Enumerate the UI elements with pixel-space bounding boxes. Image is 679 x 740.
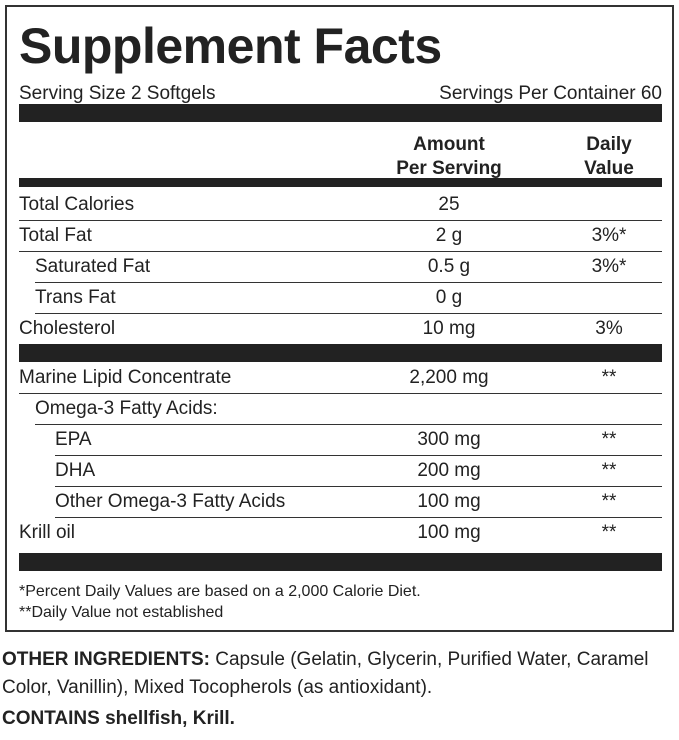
daily-value: ** [601,367,617,388]
ingredient: Krill oil [19,522,75,543]
header-line: Per Serving [396,158,502,179]
row: Trans Fat 0 g [35,283,662,314]
row: Other Omega-3 Fatty Acids 100 mg ** [55,487,662,518]
amount: 300 mg [417,429,481,450]
daily-value: 3%* [591,225,627,246]
thick-rule [19,104,662,122]
contains: CONTAINS shellfish, Krill. [2,708,235,729]
amount: 25 [438,194,460,215]
row: Marine Lipid Concentrate 2,200 mg ** [19,363,662,394]
amount: 2 g [435,225,463,246]
amount: 0 g [435,287,463,308]
row: Omega-3 Fatty Acids: [35,394,662,425]
daily-value: ** [601,460,617,481]
footnote: **Daily Value not established [19,604,224,621]
daily-value: ** [601,522,617,543]
ingredient: Marine Lipid Concentrate [19,367,232,388]
daily-value: 3%* [591,256,627,277]
header-line: Amount [413,134,485,155]
daily-value: ** [601,429,617,450]
other-ingredients: OTHER INGREDIENTS: Capsule (Gelatin, Gly… [2,646,674,702]
amount: 100 mg [417,491,481,512]
title: Supplement Facts [19,18,442,74]
ingredient: DHA [55,460,96,481]
column-header: Amount Per Serving Daily Value [19,133,662,183]
nutrient-rows: Total Calories 25 Total Fat 2 g 3%* Saturat… [19,190,662,344]
row: Cholesterol 10 mg 3% [19,314,662,344]
row: Total Calories 25 [19,190,662,221]
row: Total Fat 2 g 3%* [19,221,662,252]
thick-rule [19,344,662,362]
nutrient: Cholesterol [19,318,116,339]
nutrient: Total Calories [19,194,135,215]
daily-value: 3% [595,318,623,339]
header-line: Value [584,158,634,179]
nutrient: Trans Fat [35,287,116,308]
row: DHA 200 mg ** [55,456,662,487]
amount: 10 mg [422,318,476,339]
amount: 2,200 mg [409,367,489,388]
facts-panel: Supplement Facts Serving Size 2 Softgels… [5,5,674,632]
other-ingredients-text: Capsule (Gelatin, Glycerin, Purified Wat… [2,649,649,698]
amount: 100 mg [417,522,481,543]
row: EPA 300 mg ** [55,425,662,456]
footnote: *Percent Daily Values are based on a 2,0… [19,583,421,600]
medium-rule [19,178,662,187]
nutrient: Total Fat [19,225,92,246]
header-line: Daily [586,134,632,155]
thick-rule [19,553,662,571]
servings-per-container: Servings Per Container 60 [439,83,662,104]
serving-size: Serving Size 2 Softgels [19,83,216,104]
ingredient: EPA [55,429,92,450]
ingredient: Omega-3 Fatty Acids: [35,398,218,419]
row: Krill oil 100 mg ** [19,518,662,548]
dv-header: Daily Value [554,133,664,181]
serving-line: Serving Size 2 Softgels Servings Per Con… [19,83,662,105]
row: Saturated Fat 0.5 g 3%* [35,252,662,283]
amount-header: Amount Per Serving [369,133,529,181]
other-ingredients-label: OTHER INGREDIENTS: [2,649,210,670]
ingredient-rows: Marine Lipid Concentrate 2,200 mg ** Omega… [19,363,662,548]
ingredient: Other Omega-3 Fatty Acids [55,491,286,512]
amount: 0.5 g [427,256,471,277]
daily-value: ** [601,491,617,512]
nutrient: Saturated Fat [35,256,151,277]
amount: 200 mg [417,460,481,481]
